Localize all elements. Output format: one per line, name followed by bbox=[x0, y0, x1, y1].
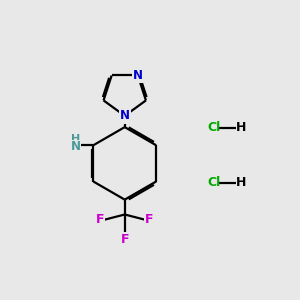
Text: Cl: Cl bbox=[207, 176, 220, 189]
Text: F: F bbox=[121, 233, 129, 246]
Text: F: F bbox=[145, 213, 153, 226]
Text: N: N bbox=[133, 69, 143, 82]
Text: F: F bbox=[96, 213, 105, 226]
Text: H: H bbox=[71, 134, 80, 144]
Text: Cl: Cl bbox=[207, 121, 220, 134]
Text: N: N bbox=[120, 109, 130, 122]
Text: H: H bbox=[236, 121, 246, 134]
Text: N: N bbox=[70, 140, 80, 153]
Text: H: H bbox=[236, 176, 246, 189]
